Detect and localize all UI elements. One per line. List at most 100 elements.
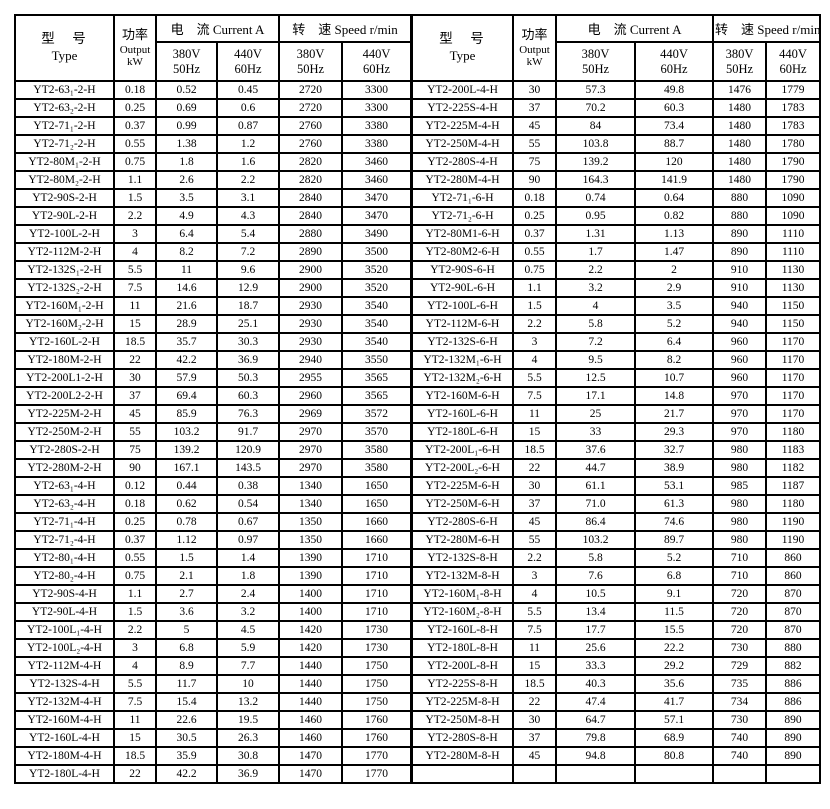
cell-current-440v: 36.9 <box>217 765 280 783</box>
cell-current-380v: 64.7 <box>556 711 636 729</box>
cell-speed-440v: 1180 <box>766 495 821 513</box>
cell-speed-380v: 980 <box>713 513 767 531</box>
header-speed-380v: 380V 50Hz <box>279 42 343 81</box>
cell-speed-380v: 1350 <box>279 513 343 531</box>
cell-speed-440v: 1730 <box>342 621 412 639</box>
cell-current-440v: 22.2 <box>635 639 714 657</box>
table-row: YT2-100L-6-H 1.5 4 3.5 940 1150 <box>412 297 821 315</box>
cell-speed-440v: 3580 <box>342 459 412 477</box>
cell-output-kw: 0.75 <box>513 261 557 279</box>
cell-current-440v: 0.38 <box>217 477 280 495</box>
cell-current-380v: 42.2 <box>156 765 217 783</box>
cell-type: YT2-80M2-6-H <box>412 243 514 261</box>
cell-current-380v: 0.95 <box>556 207 636 225</box>
cell-current-380v: 15.4 <box>156 693 217 711</box>
table-row: YT2-71₁-4-H 0.25 0.78 0.67 1350 1660 <box>15 513 412 531</box>
cell-type: YT2-100L₁-4-H <box>15 621 114 639</box>
header-current-group: 电 流 Current A <box>556 15 714 42</box>
table-row: YT2-90L-4-H 1.5 3.6 3.2 1400 1710 <box>15 603 412 621</box>
cell-current-380v: 1.7 <box>556 243 636 261</box>
cell-output-kw: 3 <box>114 639 156 657</box>
table-row: YT2-250M-8-H 30 64.7 57.1 730 890 <box>412 711 821 729</box>
cell-speed-380v: 2970 <box>279 423 343 441</box>
cell-speed-440v: 3500 <box>342 243 412 261</box>
cell-type: YT2-160L-2-H <box>15 333 114 351</box>
cell-speed-380v: 970 <box>713 387 767 405</box>
cell-output-kw: 55 <box>513 135 557 153</box>
cell-current-380v: 7.6 <box>556 567 636 585</box>
cell-type: YT2-200L1-2-H <box>15 369 114 387</box>
cell-current-440v: 4.5 <box>217 621 280 639</box>
cell-current-380v: 25 <box>556 405 636 423</box>
cell-speed-380v: 1420 <box>279 639 343 657</box>
cell-current-380v: 12.5 <box>556 369 636 387</box>
cell-output-kw: 45 <box>513 117 557 135</box>
header-type-zh: 型 号 <box>41 31 88 47</box>
cell-output-kw: 2.2 <box>114 207 156 225</box>
cell-current-380v: 0.99 <box>156 117 217 135</box>
cell-type: YT2-132M-8-H <box>412 567 514 585</box>
table-row: YT2-160L-2-H 18.5 35.7 30.3 2930 3540 <box>15 333 412 351</box>
cell-type: YT2-280M-2-H <box>15 459 114 477</box>
cell-type: YT2-225M-4-H <box>412 117 514 135</box>
cell-speed-440v: 1110 <box>766 225 821 243</box>
cell-current-380v: 30.5 <box>156 729 217 747</box>
cell-current-380v: 5.8 <box>556 315 636 333</box>
header-current-380v: 380V 50Hz <box>156 42 217 81</box>
cell-output-kw: 1.1 <box>114 171 156 189</box>
cell-output-kw: 5.5 <box>114 675 156 693</box>
cell-current-380v: 1.5 <box>156 549 217 567</box>
cell-type: YT2-80M₁-2-H <box>15 153 114 171</box>
table-row: YT2-160M₁-2-H 11 21.6 18.7 2930 3540 <box>15 297 412 315</box>
cell-current-380v: 28.9 <box>156 315 217 333</box>
cell-current-440v: 9.6 <box>217 261 280 279</box>
cell-current-440v: 88.7 <box>635 135 714 153</box>
table-row: YT2-80₂-4-H 0.75 2.1 1.8 1390 1710 <box>15 567 412 585</box>
cell-output-kw: 0.25 <box>513 207 557 225</box>
cell-speed-380v: 1420 <box>279 621 343 639</box>
cell-current-380v: 69.4 <box>156 387 217 405</box>
cell-current-440v: 1.6 <box>217 153 280 171</box>
cell-current-440v: 1.8 <box>217 567 280 585</box>
cell-current-380v: 164.3 <box>556 171 636 189</box>
cell-speed-440v: 870 <box>766 621 821 639</box>
cell-current-440v: 0.97 <box>217 531 280 549</box>
cell-type: YT2-132M-4-H <box>15 693 114 711</box>
cell-speed-440v: 1750 <box>342 675 412 693</box>
cell-current-440v: 35.6 <box>635 675 714 693</box>
cell-speed-440v: 1090 <box>766 189 821 207</box>
header-power-en: Output <box>119 44 151 57</box>
table-row: YT2-112M-6-H 2.2 5.8 5.2 940 1150 <box>412 315 821 333</box>
cell-current-380v: 21.6 <box>156 297 217 315</box>
cell-type: YT2-200L2-2-H <box>15 387 114 405</box>
cell-current-440v: 38.9 <box>635 459 714 477</box>
cell-type: YT2-200L₂-6-H <box>412 459 514 477</box>
cell-current-380v: 0.44 <box>156 477 217 495</box>
cell-type: YT2-200L-8-H <box>412 657 514 675</box>
cell-speed-380v: 980 <box>713 441 767 459</box>
cell-current-440v: 91.7 <box>217 423 280 441</box>
freq-label: 60Hz <box>362 61 391 76</box>
table-row: YT2-90L-6-H 1.1 3.2 2.9 910 1130 <box>412 279 821 297</box>
table-row: YT2-280M-2-H 90 167.1 143.5 2970 3580 <box>15 459 412 477</box>
cell-type: YT2-180L-6-H <box>412 423 514 441</box>
cell-current-380v: 84 <box>556 117 636 135</box>
cell-speed-440v: 3540 <box>342 297 412 315</box>
cell-speed-440v: 1710 <box>342 585 412 603</box>
cell-speed-380v: 1480 <box>713 171 767 189</box>
table-row: YT2-200L2-2-H 37 69.4 60.3 2960 3565 <box>15 387 412 405</box>
table-row: YT2-80M₁-2-H 0.75 1.8 1.6 2820 3460 <box>15 153 412 171</box>
cell-type: YT2-160L-8-H <box>412 621 514 639</box>
cell-type: YT2-90L-6-H <box>412 279 514 297</box>
cell-speed-440v: 1190 <box>766 513 821 531</box>
cell-speed-440v: 1660 <box>342 531 412 549</box>
cell-current-380v: 14.6 <box>156 279 217 297</box>
cell-speed-380v: 720 <box>713 621 767 639</box>
cell-current-380v: 17.7 <box>556 621 636 639</box>
table-row: YT2-112M-2-H 4 8.2 7.2 2890 3500 <box>15 243 412 261</box>
cell-current-440v: 61.3 <box>635 495 714 513</box>
cell-speed-380v: 2900 <box>279 279 343 297</box>
cell-speed-440v: 1790 <box>766 171 821 189</box>
cell-speed-380v: 720 <box>713 585 767 603</box>
